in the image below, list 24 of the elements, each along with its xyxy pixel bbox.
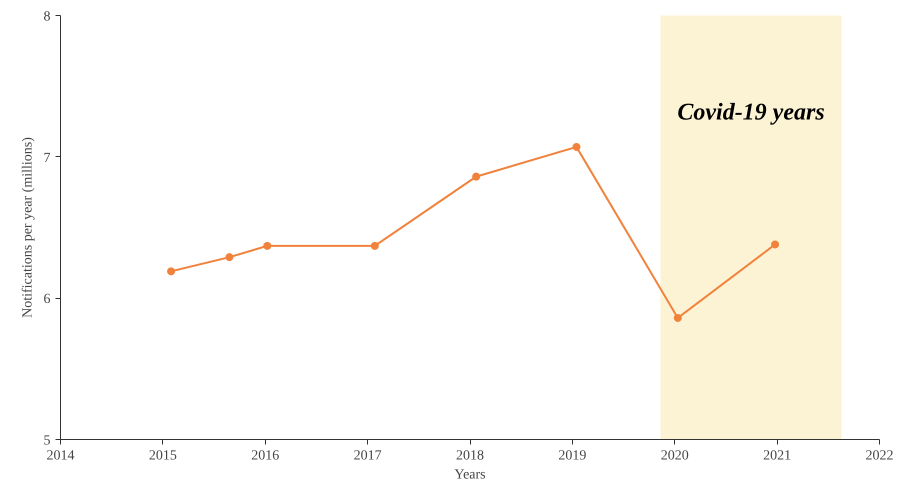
x-tick-label: 2021 bbox=[763, 448, 792, 464]
point bbox=[572, 142, 580, 151]
y-tick-label: 8 bbox=[44, 10, 50, 24]
x-tick-label: 2020 bbox=[660, 448, 689, 464]
x-tick-label: 2017 bbox=[354, 448, 382, 464]
x-tick-label: 2019 bbox=[558, 448, 586, 464]
point bbox=[263, 242, 272, 250]
x-tick-label: 2014 bbox=[46, 448, 74, 464]
x-tick-label: 2016 bbox=[251, 448, 280, 464]
point bbox=[674, 314, 682, 322]
y-tick-label: 6 bbox=[44, 292, 50, 308]
x-tick-label: 2022 bbox=[866, 448, 894, 464]
x-tick-label: 2018 bbox=[456, 448, 484, 464]
band-label: Covid-19 years bbox=[677, 100, 825, 126]
point bbox=[167, 267, 176, 276]
x-axis-title: Years bbox=[454, 468, 486, 482]
point bbox=[771, 240, 780, 248]
y-tick-label: 5 bbox=[44, 434, 50, 448]
x-tick-label: 2015 bbox=[148, 448, 177, 464]
y-tick-label: 7 bbox=[44, 150, 50, 166]
point bbox=[225, 253, 234, 262]
y-axis-title: Notifications per year (millions) bbox=[20, 136, 36, 318]
point bbox=[472, 172, 480, 181]
point bbox=[370, 242, 379, 250]
